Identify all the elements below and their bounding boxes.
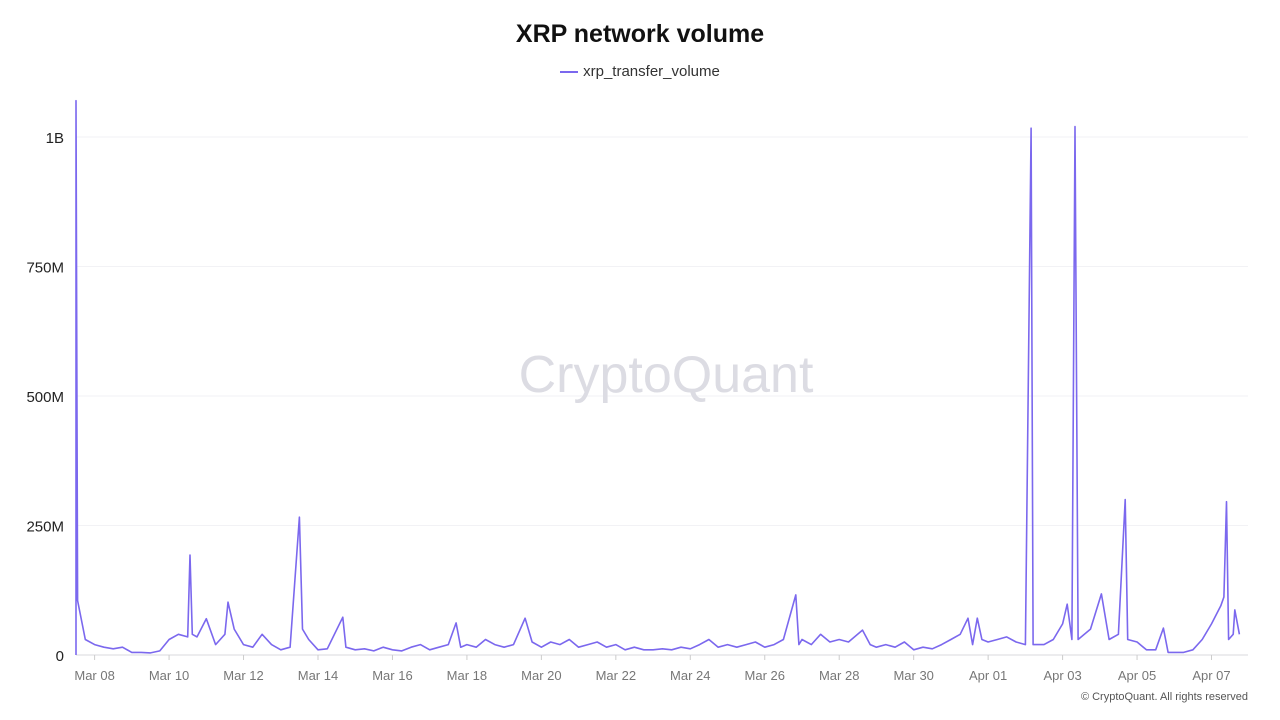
x-tick-label: Mar 18 bbox=[447, 668, 487, 683]
legend-label: xrp_transfer_volume bbox=[583, 63, 720, 80]
y-tick-label: 0 bbox=[56, 648, 64, 665]
chart-title: XRP network volume bbox=[515, 20, 765, 48]
y-tick-label: 250M bbox=[26, 519, 64, 536]
y-tick-label: 1B bbox=[46, 130, 64, 147]
x-tick-label: Mar 08 bbox=[74, 668, 114, 683]
x-tick-label: Mar 20 bbox=[521, 668, 561, 683]
y-tick-label: 500M bbox=[26, 389, 64, 406]
legend[interactable]: xrp_transfer_volume bbox=[0, 63, 1280, 80]
legend-swatch bbox=[560, 71, 579, 74]
x-tick-label: Apr 03 bbox=[1043, 668, 1081, 683]
x-tick-label: Mar 26 bbox=[745, 668, 785, 683]
watermark: CryptoQuant bbox=[519, 346, 814, 404]
x-tick-label: Mar 10 bbox=[149, 668, 189, 683]
x-tick-label: Mar 22 bbox=[596, 668, 636, 683]
x-tick-label: Mar 14 bbox=[298, 668, 338, 683]
x-tick-label: Apr 05 bbox=[1118, 668, 1156, 683]
x-tick-label: Mar 16 bbox=[372, 668, 412, 683]
x-tick-label: Apr 01 bbox=[969, 668, 1007, 683]
y-tick-label: 750M bbox=[26, 260, 64, 277]
x-tick-label: Apr 07 bbox=[1192, 668, 1230, 683]
x-tick-label: Mar 28 bbox=[819, 668, 859, 683]
copyright: © CryptoQuant. All rights reserved bbox=[1080, 691, 1248, 703]
x-tick-label: Mar 24 bbox=[670, 668, 710, 683]
x-tick-label: Mar 12 bbox=[223, 668, 263, 683]
series-line-xrp-transfer-volume bbox=[75, 99, 1241, 655]
x-tick-label: Mar 30 bbox=[893, 668, 933, 683]
